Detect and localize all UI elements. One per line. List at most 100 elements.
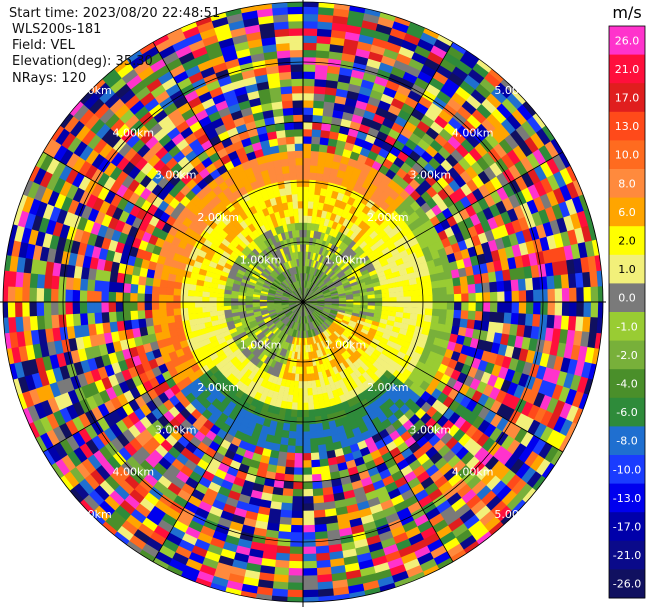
range-gate xyxy=(439,309,447,317)
range-gate xyxy=(315,524,328,533)
range-gate xyxy=(303,143,312,151)
range-gate xyxy=(307,215,312,223)
range-gate xyxy=(302,35,316,43)
range-gate xyxy=(130,311,138,321)
range-gate xyxy=(15,302,23,318)
range-gate xyxy=(43,288,51,302)
range-gate xyxy=(87,302,95,314)
range-gate xyxy=(137,293,145,302)
range-gate xyxy=(311,129,321,137)
range-gate xyxy=(297,410,303,418)
range-gate xyxy=(299,237,303,245)
range-gate xyxy=(303,360,307,368)
range-gate xyxy=(303,424,310,432)
range-gate xyxy=(137,310,145,319)
range-gate xyxy=(295,439,303,447)
range-gate xyxy=(283,481,294,489)
range-gate xyxy=(58,302,66,315)
range-gate xyxy=(295,158,303,166)
range-gate xyxy=(65,302,73,315)
range-gate xyxy=(303,597,319,602)
range-gate xyxy=(532,277,541,290)
range-gate xyxy=(173,288,181,295)
range-gate xyxy=(303,114,313,122)
range-gate xyxy=(303,489,314,497)
range-gate xyxy=(314,86,326,94)
range-gate xyxy=(288,582,304,590)
range-gate xyxy=(281,503,293,511)
range-gate xyxy=(403,290,411,296)
range-gate xyxy=(166,295,174,302)
range-gate xyxy=(315,538,329,547)
range-gate xyxy=(289,568,304,576)
range-gate xyxy=(22,302,30,317)
range-gate xyxy=(180,296,188,303)
range-gate xyxy=(29,302,37,317)
range-gate xyxy=(282,430,290,438)
range-gate xyxy=(382,306,390,311)
range-gate xyxy=(418,289,426,296)
range-gate xyxy=(307,208,312,216)
range-gate xyxy=(282,107,293,115)
range-gate xyxy=(503,280,511,292)
range-gate xyxy=(101,281,109,292)
range-gate xyxy=(482,311,490,322)
range-gate xyxy=(280,517,293,526)
range-gate xyxy=(166,288,174,296)
range-gate xyxy=(202,291,210,297)
range-gate xyxy=(439,287,447,295)
range-gate xyxy=(72,290,80,303)
range-gate xyxy=(308,395,314,403)
range-gate xyxy=(424,315,432,323)
range-gate xyxy=(289,42,303,50)
range-gate xyxy=(431,315,439,323)
range-gate xyxy=(312,115,323,123)
range-gate xyxy=(410,290,418,297)
range-gate xyxy=(287,2,303,7)
range-gate xyxy=(285,467,295,475)
range-gate xyxy=(309,417,316,425)
range-gate xyxy=(216,302,224,307)
range-gate xyxy=(108,282,116,293)
range-gate xyxy=(489,281,497,292)
range-gate xyxy=(51,302,59,316)
range-gate xyxy=(314,502,326,510)
range-gate xyxy=(418,295,426,302)
range-gate xyxy=(569,287,577,302)
range-gate xyxy=(288,590,304,598)
range-gate xyxy=(290,539,303,547)
range-gate xyxy=(181,283,189,290)
range-gate xyxy=(310,158,318,166)
range-gate xyxy=(303,208,308,216)
range-gate xyxy=(15,287,23,303)
range-gate xyxy=(418,308,426,315)
range-gate xyxy=(94,280,102,292)
range-gate xyxy=(173,295,181,302)
range-gate xyxy=(288,438,296,446)
range-gate xyxy=(303,431,310,439)
range-gate xyxy=(311,445,320,453)
range-gate xyxy=(303,395,309,403)
range-gate xyxy=(94,313,102,325)
range-gate xyxy=(202,297,210,303)
range-gate xyxy=(291,194,297,202)
range-gate xyxy=(216,293,224,298)
range-gate xyxy=(303,525,316,533)
range-gate xyxy=(525,277,534,290)
range-gate xyxy=(283,423,291,431)
range-gate xyxy=(482,282,490,293)
range-gate xyxy=(461,284,469,293)
range-gate xyxy=(187,296,195,302)
range-gate xyxy=(298,201,304,209)
range-gate xyxy=(504,291,512,302)
range-gate xyxy=(315,64,328,73)
range-gate xyxy=(432,309,440,317)
range-gate xyxy=(280,86,292,94)
range-gate xyxy=(195,307,203,313)
range-gate xyxy=(297,417,304,425)
range-gate xyxy=(87,279,95,291)
range-gate xyxy=(483,292,491,302)
range-gate xyxy=(303,568,318,576)
range-gate xyxy=(295,374,300,382)
range-gate xyxy=(280,437,289,446)
